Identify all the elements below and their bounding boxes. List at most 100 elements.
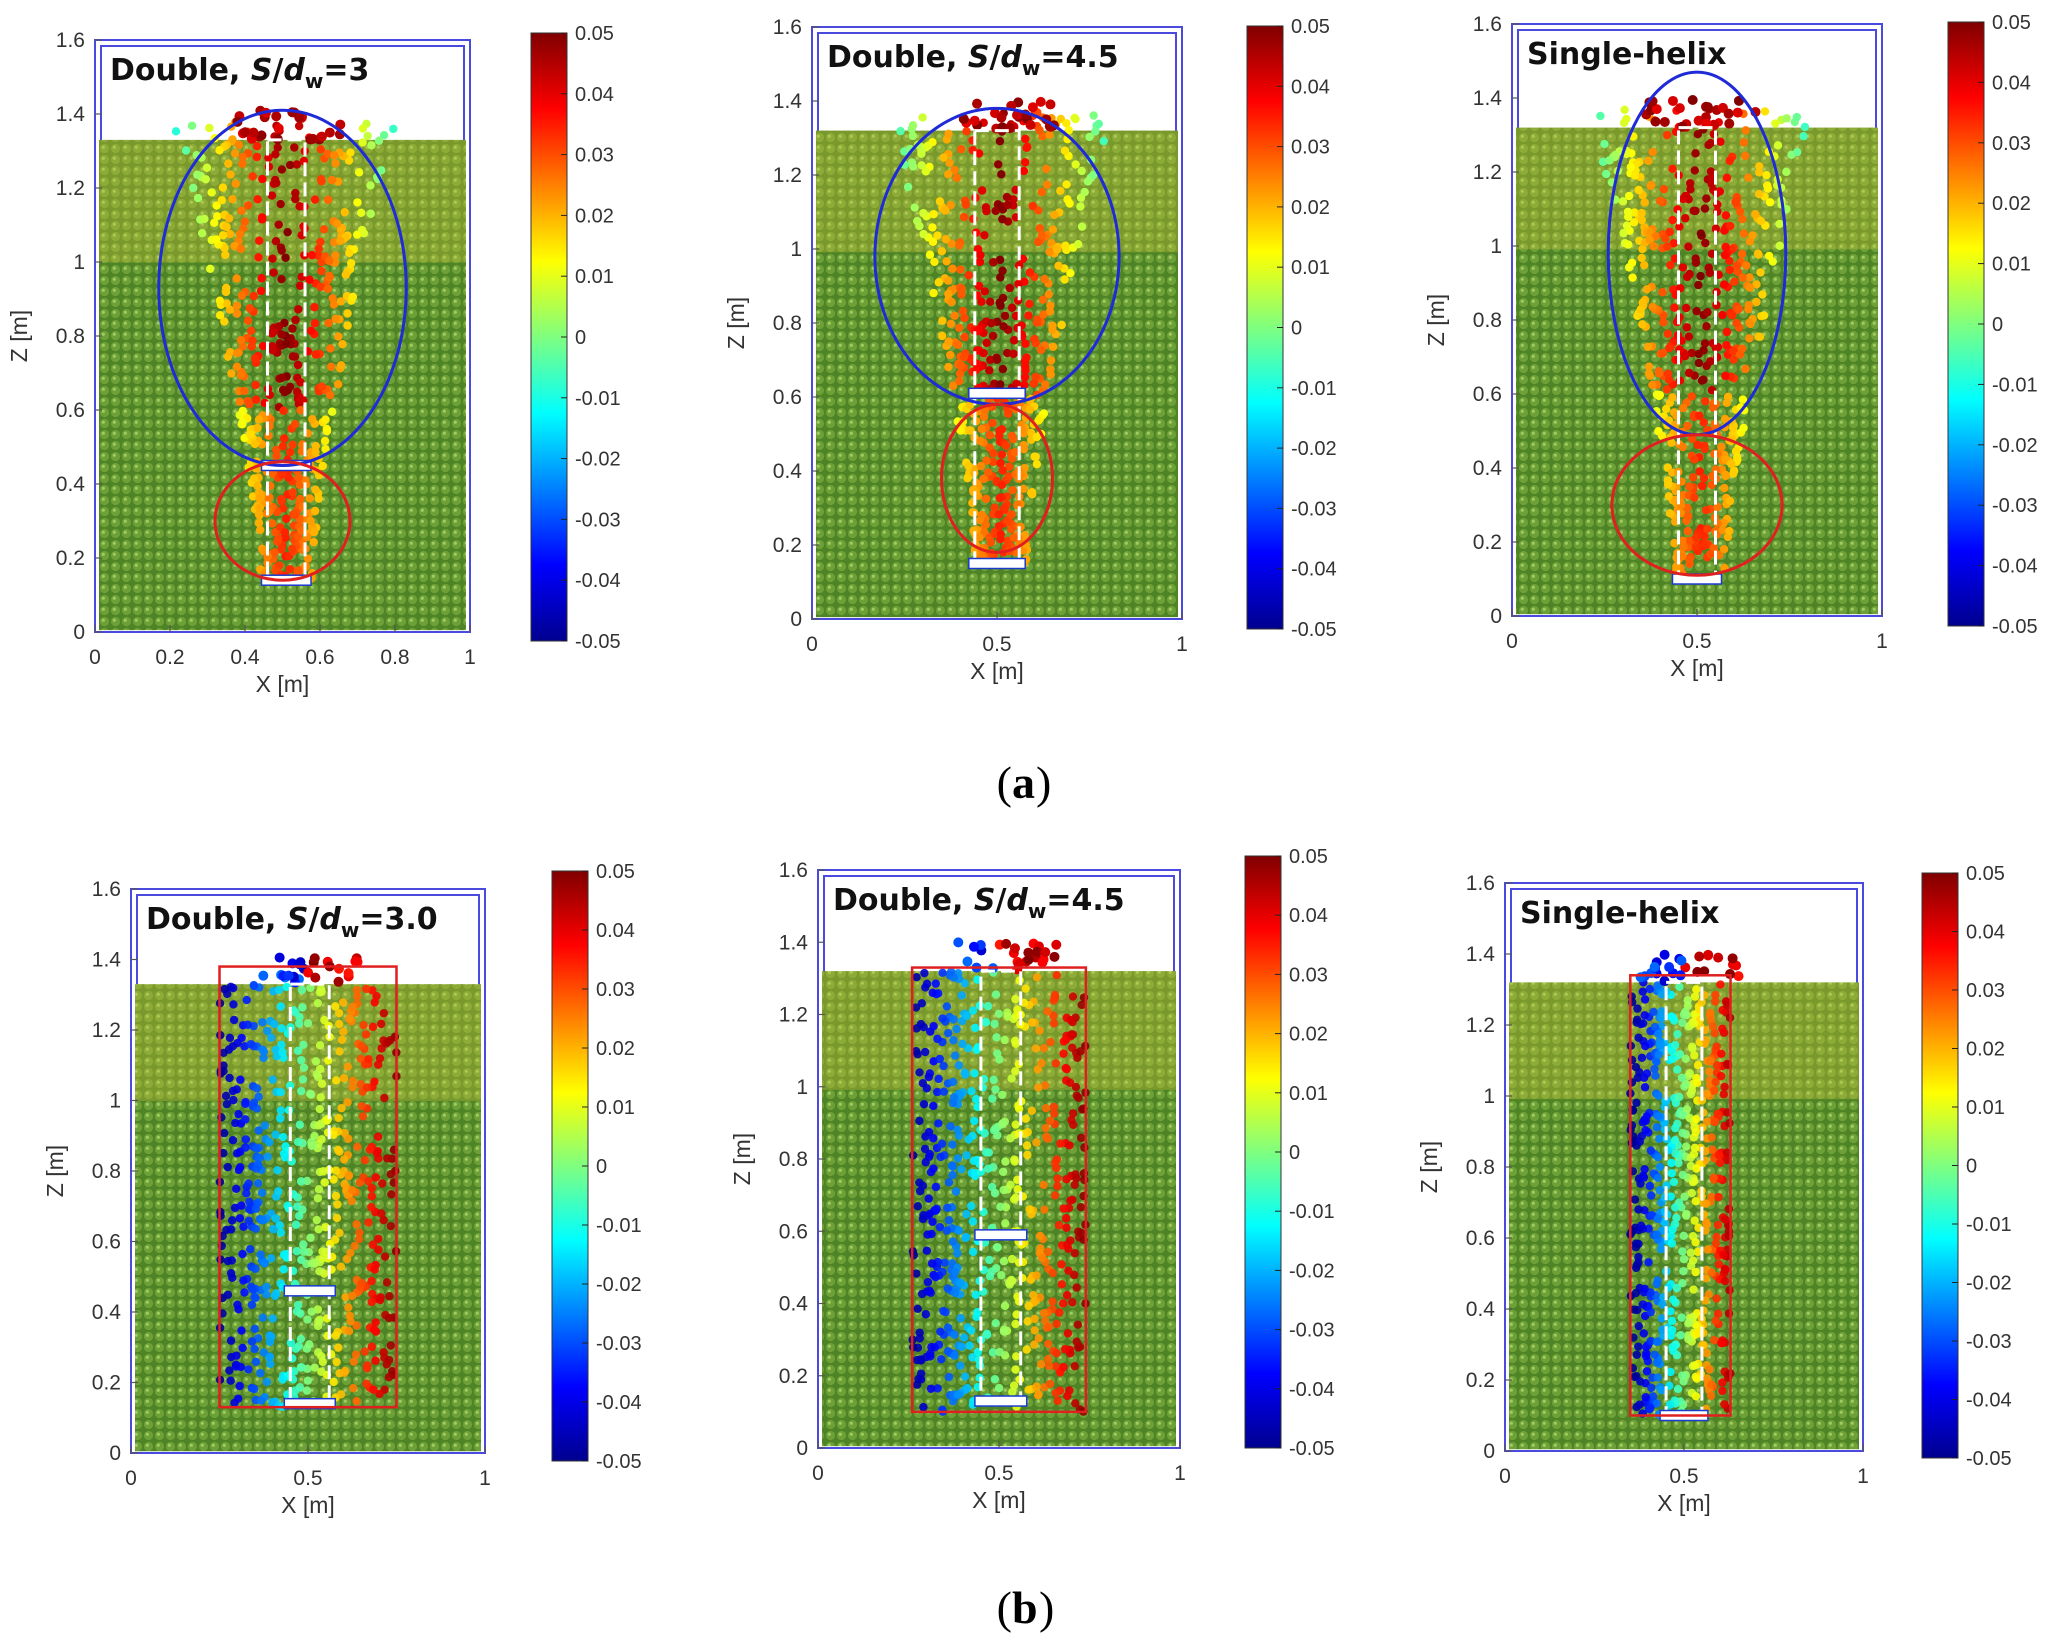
particle — [234, 1305, 243, 1314]
displacement-particles — [215, 952, 401, 1412]
surface-particle — [1659, 949, 1670, 960]
particle — [271, 1130, 280, 1139]
particle — [259, 1053, 268, 1063]
y-tick-label: 0.2 — [56, 547, 85, 570]
particle — [367, 1183, 376, 1193]
x-tick-label: 0 — [89, 646, 101, 669]
caption-a-open: ( — [997, 757, 1012, 808]
particle — [983, 1002, 993, 1011]
particle — [1639, 1073, 1649, 1082]
particle — [1715, 187, 1725, 196]
particle — [291, 1220, 301, 1229]
colorbar-tick-label: -0.03 — [1289, 1320, 1335, 1342]
particle — [1018, 254, 1028, 264]
particle — [268, 346, 277, 355]
x-tick-label: 0 — [806, 633, 818, 656]
particle — [255, 236, 264, 245]
particle — [1724, 1231, 1734, 1241]
colorbar-tick-label: 0.01 — [1291, 257, 1330, 279]
particle — [1709, 1173, 1718, 1182]
particle — [1718, 310, 1727, 320]
particle — [944, 170, 953, 179]
particle — [337, 1103, 346, 1113]
particle — [1022, 1141, 1032, 1150]
particle — [364, 1177, 373, 1186]
particle — [260, 1121, 270, 1130]
particle — [997, 170, 1006, 179]
particle — [916, 1356, 926, 1365]
y-tick-label: 0.4 — [779, 1293, 809, 1316]
particle — [336, 236, 345, 246]
particle — [975, 533, 984, 542]
surface-particle — [1009, 943, 1020, 954]
particle — [1652, 390, 1662, 399]
particle — [1063, 1240, 1072, 1250]
particle — [912, 1380, 922, 1389]
particle — [221, 287, 231, 297]
particle — [1667, 1169, 1676, 1178]
particle — [1635, 1137, 1644, 1146]
surface-particle — [316, 131, 327, 142]
particle — [1758, 290, 1767, 299]
particle — [1065, 199, 1074, 208]
colorbar-tick-label: 0 — [1992, 314, 2003, 336]
particle — [935, 1222, 945, 1232]
particle — [1647, 1383, 1656, 1392]
particle — [1718, 1024, 1727, 1033]
colorbar-tick-label: -0.02 — [1966, 1273, 2012, 1295]
particle — [1678, 403, 1688, 413]
particle — [1070, 1180, 1079, 1189]
particle — [929, 209, 938, 219]
particle — [1039, 310, 1048, 319]
particle — [299, 1247, 309, 1257]
particle — [278, 470, 287, 479]
particle — [236, 244, 246, 253]
particle — [998, 1167, 1008, 1177]
particle — [1693, 440, 1703, 450]
particle — [314, 1185, 324, 1194]
y-tick-label: 0.8 — [779, 1148, 808, 1171]
displacement-particles — [908, 937, 1090, 1416]
particle — [1001, 1219, 1010, 1228]
colorbar-tick-label: -0.04 — [596, 1392, 642, 1414]
colorbar-tick-label: 0.05 — [1966, 863, 2005, 885]
particle — [918, 1181, 928, 1190]
particle — [986, 538, 996, 547]
particle — [947, 239, 956, 248]
particle — [1063, 1329, 1073, 1338]
particle — [942, 1002, 952, 1011]
particle — [1695, 411, 1704, 420]
particle — [1068, 1109, 1078, 1118]
particle — [1029, 1290, 1038, 1300]
particle — [1645, 1181, 1655, 1191]
particle — [965, 426, 974, 435]
particle — [985, 366, 994, 375]
y-tick-label: 1.6 — [1473, 13, 1502, 36]
particle — [929, 1134, 938, 1143]
y-tick-label: 0.2 — [773, 534, 802, 557]
particle — [1648, 147, 1657, 157]
particle — [1637, 253, 1646, 263]
particle — [1009, 1195, 1019, 1204]
particle — [255, 503, 265, 512]
particle — [240, 1042, 249, 1051]
particle — [997, 493, 1006, 502]
particle — [252, 141, 262, 151]
particle — [939, 153, 948, 162]
particle — [344, 156, 354, 165]
particle — [1748, 231, 1757, 240]
surface-particle — [350, 956, 361, 967]
y-tick-label: 1.2 — [773, 164, 802, 187]
particle — [955, 241, 964, 250]
particle — [1027, 1018, 1037, 1027]
colorbar-tick-label: 0.01 — [1966, 1097, 2005, 1119]
particle — [917, 161, 926, 170]
particle — [193, 170, 202, 179]
particle — [253, 195, 262, 204]
colorbar-tick-label: -0.03 — [1966, 1331, 2012, 1353]
surface-particle — [1045, 99, 1056, 110]
title-slash: / — [308, 902, 319, 937]
particle — [919, 229, 928, 239]
particle — [1680, 351, 1690, 361]
particle — [1634, 1033, 1643, 1042]
